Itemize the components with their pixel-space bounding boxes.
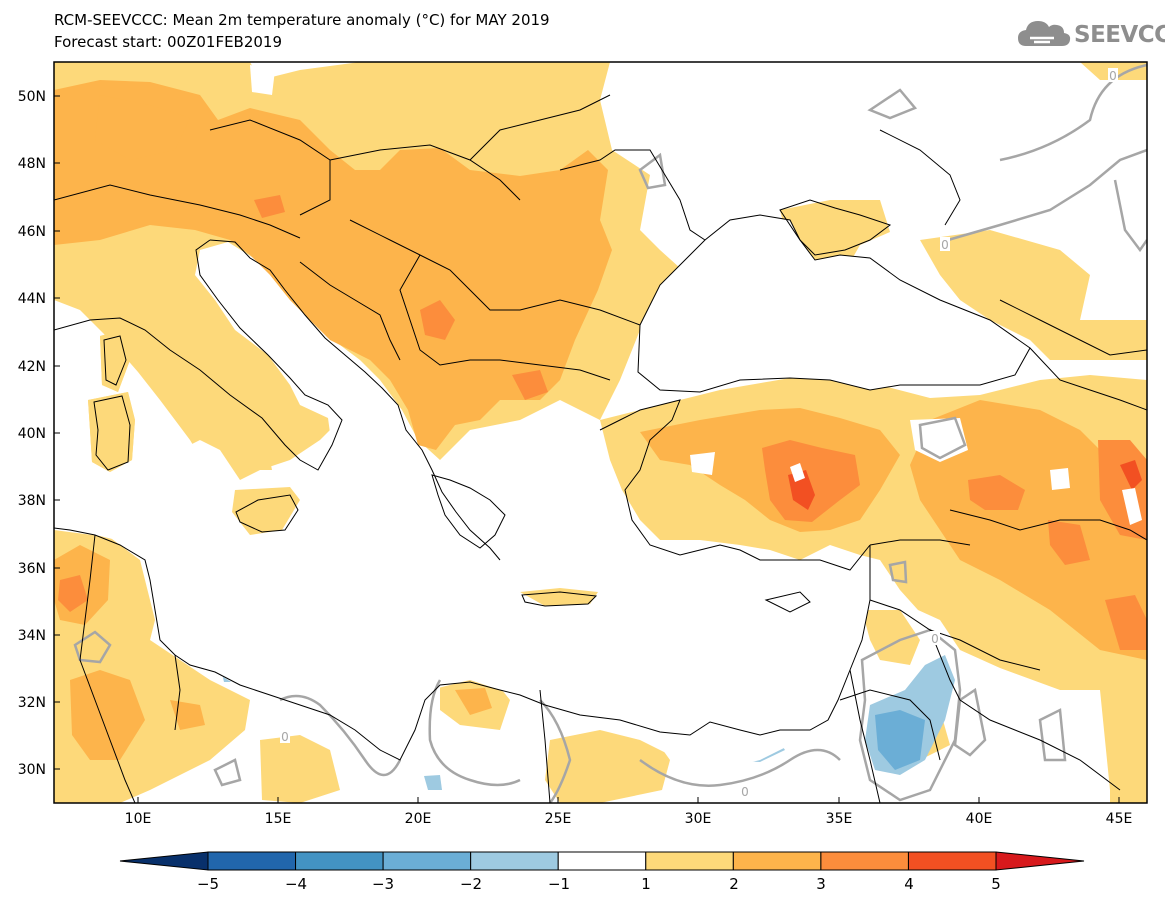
lat-ticks (54, 95, 60, 770)
colorbar-tick-label: 1 (641, 875, 651, 893)
lon-label: 45E (1106, 811, 1133, 827)
lat-label: 44N (18, 291, 46, 307)
lon-label: 15E (265, 811, 292, 827)
seevccc-logo: SEEVCCC (1016, 16, 1165, 56)
lon-label: 20E (405, 811, 432, 827)
colorbar-tick-label: 4 (904, 875, 914, 893)
lat-label: 34N (18, 628, 46, 644)
colorbar-box (382, 851, 472, 871)
colorbar (119, 851, 1085, 871)
colorbar-tick-label: −4 (285, 875, 307, 893)
lat-label: 36N (18, 561, 46, 577)
contour-label: 0 (281, 730, 289, 744)
colorbar-tick-label: −1 (548, 875, 570, 893)
colorbar-box (820, 851, 909, 871)
lon-label: 25E (545, 811, 572, 827)
colorbar-box (907, 851, 997, 871)
lat-label: 30N (18, 762, 46, 778)
colorbar-tick-label: −3 (372, 875, 394, 893)
sea-mask (80, 215, 1030, 770)
colorbar-tick-label: 3 (816, 875, 826, 893)
lat-label: 38N (18, 493, 46, 509)
lat-label: 40N (18, 426, 46, 442)
contour-label: 0 (941, 238, 949, 252)
contour-label: 0 (741, 785, 749, 799)
colorbar-box (207, 851, 297, 871)
lon-label: 40E (966, 811, 993, 827)
colorbar-box (645, 851, 734, 871)
colorbar-right-extension (995, 851, 1085, 871)
contour-label: 0 (1109, 69, 1117, 83)
contour-label: 0 (931, 632, 939, 646)
colorbar-tick-label: 2 (729, 875, 739, 893)
colorbar-box (470, 851, 559, 871)
lon-label: 10E (125, 811, 152, 827)
cloud-icon (1018, 21, 1071, 46)
colorbar-tick-label: −2 (460, 875, 482, 893)
colorbar-tick-label: −5 (197, 875, 219, 893)
lat-label: 46N (18, 224, 46, 240)
lon-labels: 10E 15E 20E 25E 30E 35E 40E 45E (125, 811, 1133, 827)
lon-label: 35E (826, 811, 853, 827)
lon-ticks (137, 797, 1120, 803)
colorbar-labels: −5 −4 −3 −2 −1 1 2 3 4 5 (197, 875, 1001, 893)
lat-label: 50N (18, 89, 46, 105)
anomaly-holes (250, 65, 1142, 525)
zero-contours (73, 63, 1147, 803)
contour-labels: 0 0 0 0 0 (280, 68, 1118, 799)
map-title: RCM-SEEVCCC: Mean 2m temperature anomaly… (54, 11, 550, 29)
anomaly-fill-2-3 (54, 80, 1147, 760)
forecast-start-label: Forecast start: 00Z01FEB2019 (54, 33, 283, 51)
lat-label: 32N (18, 695, 46, 711)
lon-label: 30E (685, 811, 712, 827)
colorbar-box (557, 851, 647, 871)
lat-label: 42N (18, 359, 46, 375)
lat-label: 48N (18, 156, 46, 172)
lat-labels: 30N 32N 34N 36N 38N 40N 42N 44N 46N 48N … (18, 89, 46, 778)
map-area (54, 62, 1147, 803)
colorbar-box (732, 851, 822, 871)
colorbar-left-extension (119, 851, 209, 871)
borders-coastlines (54, 94, 1147, 803)
logo-text: SEEVCCC (1074, 22, 1165, 48)
colorbar-tick-label: 5 (991, 875, 1001, 893)
colorbar-box (295, 851, 384, 871)
